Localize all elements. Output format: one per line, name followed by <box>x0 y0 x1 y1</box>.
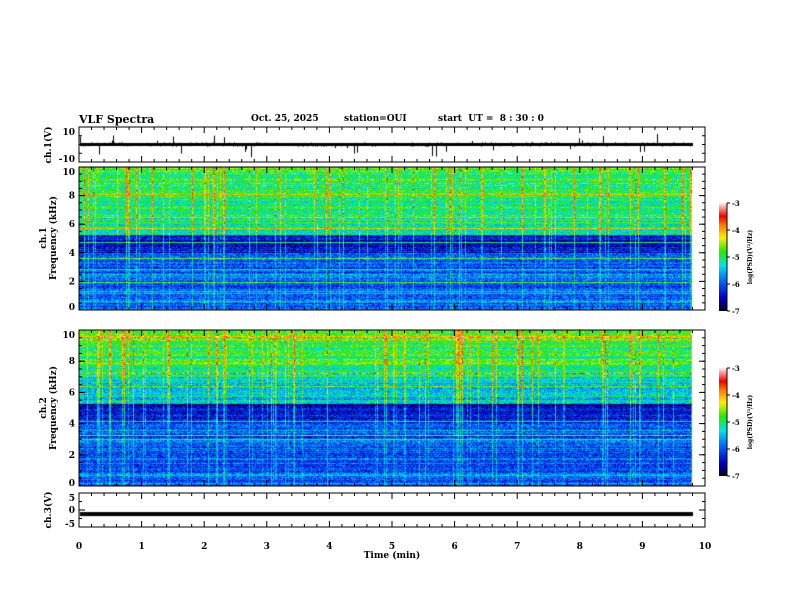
colorbar-tick-label: -7 <box>732 472 740 481</box>
x-tick-label: 10 <box>699 542 712 552</box>
ch1-axis-label: ch.1(V) <box>43 127 54 164</box>
panel-frame <box>78 166 706 311</box>
ch2-frequency-label: Frequency (kHz) <box>48 366 59 450</box>
colorbar-tick-label: -5 <box>732 253 740 262</box>
colorbar-label: log(PSD)(V²/Hz) <box>747 230 754 285</box>
colorbar-tick-label: -3 <box>732 364 740 373</box>
ch1-frequency-label: Frequency (kHz) <box>48 196 59 280</box>
y-tick-label: 2 <box>69 277 75 287</box>
y-tick-label: 4 <box>69 249 75 259</box>
x-tick-label: 8 <box>577 542 583 552</box>
ch1-spectrogram <box>79 167 705 310</box>
colorbar-tick-label: -7 <box>732 307 740 316</box>
colorbar-label: log(PSD)(V²/Hz) <box>747 395 754 450</box>
x-tick-label: 7 <box>514 542 520 552</box>
colorbar-tick-label: -6 <box>732 445 740 454</box>
x-tick-label: 2 <box>201 542 207 552</box>
colorbar-tick-label: -5 <box>732 418 740 427</box>
x-tick-label: 1 <box>138 542 144 552</box>
y-tick-label: -5 <box>65 520 75 530</box>
station-label: station=OUI <box>344 114 407 124</box>
x-tick-label: 6 <box>451 542 457 552</box>
panel-frame <box>78 329 706 487</box>
ch1-name-label: ch.1 <box>39 227 49 248</box>
figure-title: VLF Spectra <box>79 113 155 126</box>
y-tick-label: -10 <box>59 155 75 165</box>
ch3-axis-label: ch.3(V) <box>43 492 54 529</box>
x-tick-label: 4 <box>326 542 332 552</box>
y-tick-label: 2 <box>69 451 75 461</box>
x-tick-label: 9 <box>639 542 645 552</box>
y-tick-label: 0 <box>69 506 75 516</box>
y-tick-label: 10 <box>62 168 75 178</box>
x-axis-label: Time (min) <box>364 550 421 561</box>
y-tick-label: 0 <box>69 479 75 489</box>
ch1-colorbar <box>719 203 727 311</box>
start-time-label: start UT = 8 : 30 : 0 <box>438 114 544 124</box>
x-tick-label: 0 <box>76 542 82 552</box>
y-tick-label: 5 <box>69 494 75 504</box>
y-tick-label: 8 <box>69 192 75 202</box>
ch2-spectrogram <box>79 330 705 486</box>
date-label: Oct. 25, 2025 <box>251 114 319 124</box>
colorbar-tick-label: -4 <box>732 391 740 400</box>
ch2-name-label: ch.2 <box>39 397 49 418</box>
colorbar-tick-label: -3 <box>732 199 740 208</box>
y-tick-label: 4 <box>69 420 75 430</box>
y-tick-label: 0 <box>69 303 75 313</box>
y-tick-label: 8 <box>69 357 75 367</box>
colorbar-tick-label: -6 <box>732 280 740 289</box>
x-tick-label: 3 <box>264 542 270 552</box>
y-tick-label: 10 <box>62 128 75 138</box>
colorbar-tick-label: -4 <box>732 226 740 235</box>
x-tick-label: 5 <box>389 542 395 552</box>
y-tick-label: 6 <box>69 388 75 398</box>
y-tick-label: 6 <box>69 220 75 230</box>
y-tick-label: 10 <box>62 331 75 341</box>
ch2-colorbar <box>719 368 727 476</box>
